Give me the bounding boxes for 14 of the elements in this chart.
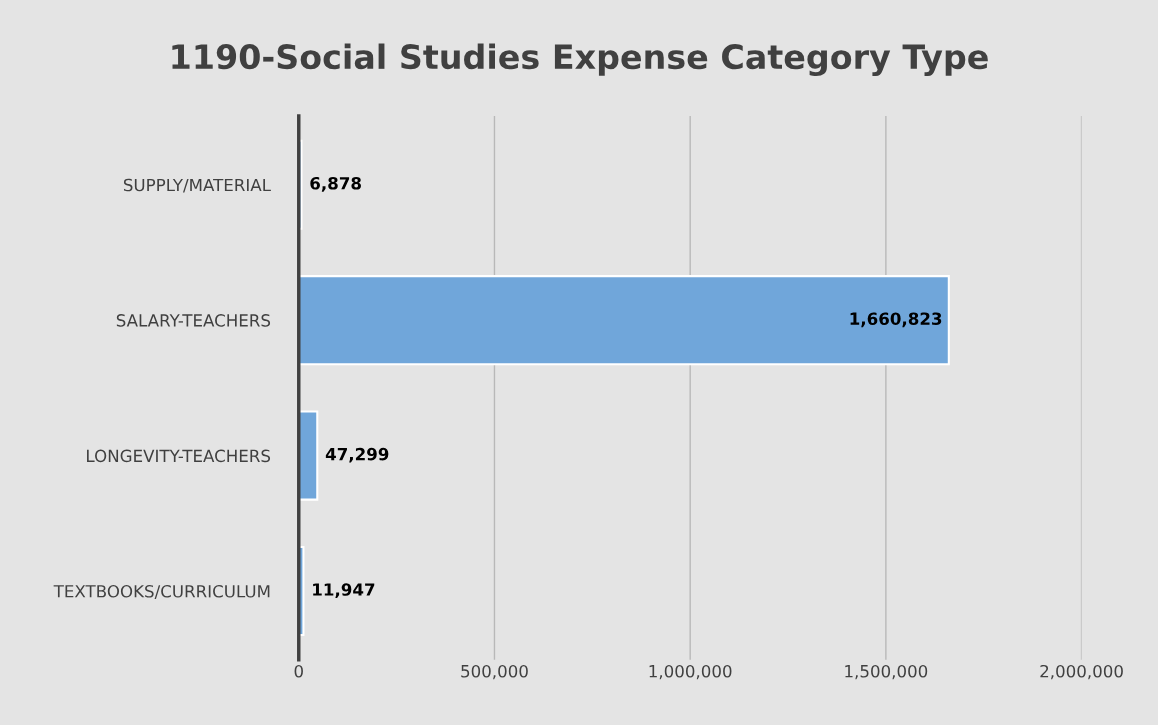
- y-tick-label: LONGEVITY-TEACHERS: [87, 449, 271, 463]
- data-label: 1,660,823: [850, 312, 942, 328]
- data-label: 6,878: [310, 176, 361, 192]
- x-tick-label: 500,000: [461, 664, 528, 680]
- y-tick-label: TEXTBOOKS/CURRICULUM: [53, 584, 270, 599]
- x-tick-label: 0: [294, 664, 303, 678]
- x-tick-label: 1,500,000: [845, 664, 928, 680]
- x-tick-label: 1,000,000: [649, 664, 732, 680]
- data-label: 47,299: [325, 447, 389, 463]
- x-tick-label: 2,000,000: [1040, 664, 1123, 680]
- y-tick-label: SALARY-TEACHERS: [116, 314, 271, 327]
- data-label: 11,947: [313, 583, 375, 598]
- y-tick-label: SUPPLY/MATERIAL: [123, 178, 271, 193]
- chart-title: 1190-Social Studies Expense Category Type: [172, 43, 988, 77]
